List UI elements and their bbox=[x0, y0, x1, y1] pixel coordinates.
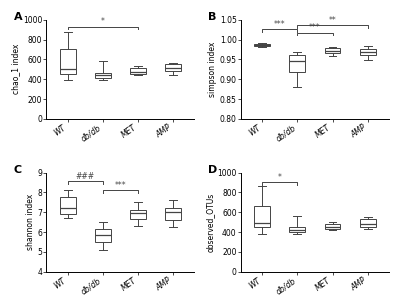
Text: C: C bbox=[14, 165, 22, 175]
Text: ###: ### bbox=[76, 172, 95, 181]
PathPatch shape bbox=[95, 229, 111, 242]
Text: A: A bbox=[14, 12, 22, 22]
Text: **: ** bbox=[329, 16, 336, 25]
PathPatch shape bbox=[360, 219, 376, 227]
Y-axis label: shannon index: shannon index bbox=[26, 194, 35, 250]
Text: ***: *** bbox=[115, 181, 126, 190]
PathPatch shape bbox=[165, 208, 181, 220]
Text: B: B bbox=[208, 12, 217, 22]
PathPatch shape bbox=[95, 73, 111, 78]
PathPatch shape bbox=[289, 55, 305, 72]
Text: D: D bbox=[208, 165, 218, 175]
PathPatch shape bbox=[360, 49, 376, 55]
Y-axis label: chao_1 index: chao_1 index bbox=[11, 44, 20, 95]
Text: ***: *** bbox=[274, 20, 286, 29]
PathPatch shape bbox=[130, 68, 146, 74]
Text: ***: *** bbox=[309, 23, 321, 33]
Y-axis label: observed_OTUs: observed_OTUs bbox=[206, 192, 214, 252]
Text: *: * bbox=[101, 17, 105, 26]
PathPatch shape bbox=[254, 44, 270, 46]
PathPatch shape bbox=[289, 227, 305, 232]
PathPatch shape bbox=[165, 64, 181, 71]
PathPatch shape bbox=[324, 48, 340, 53]
PathPatch shape bbox=[254, 206, 270, 227]
PathPatch shape bbox=[130, 210, 146, 219]
Y-axis label: simpson index: simpson index bbox=[208, 41, 217, 97]
PathPatch shape bbox=[60, 197, 76, 214]
PathPatch shape bbox=[324, 224, 340, 228]
Text: *: * bbox=[278, 173, 282, 182]
PathPatch shape bbox=[60, 49, 76, 74]
